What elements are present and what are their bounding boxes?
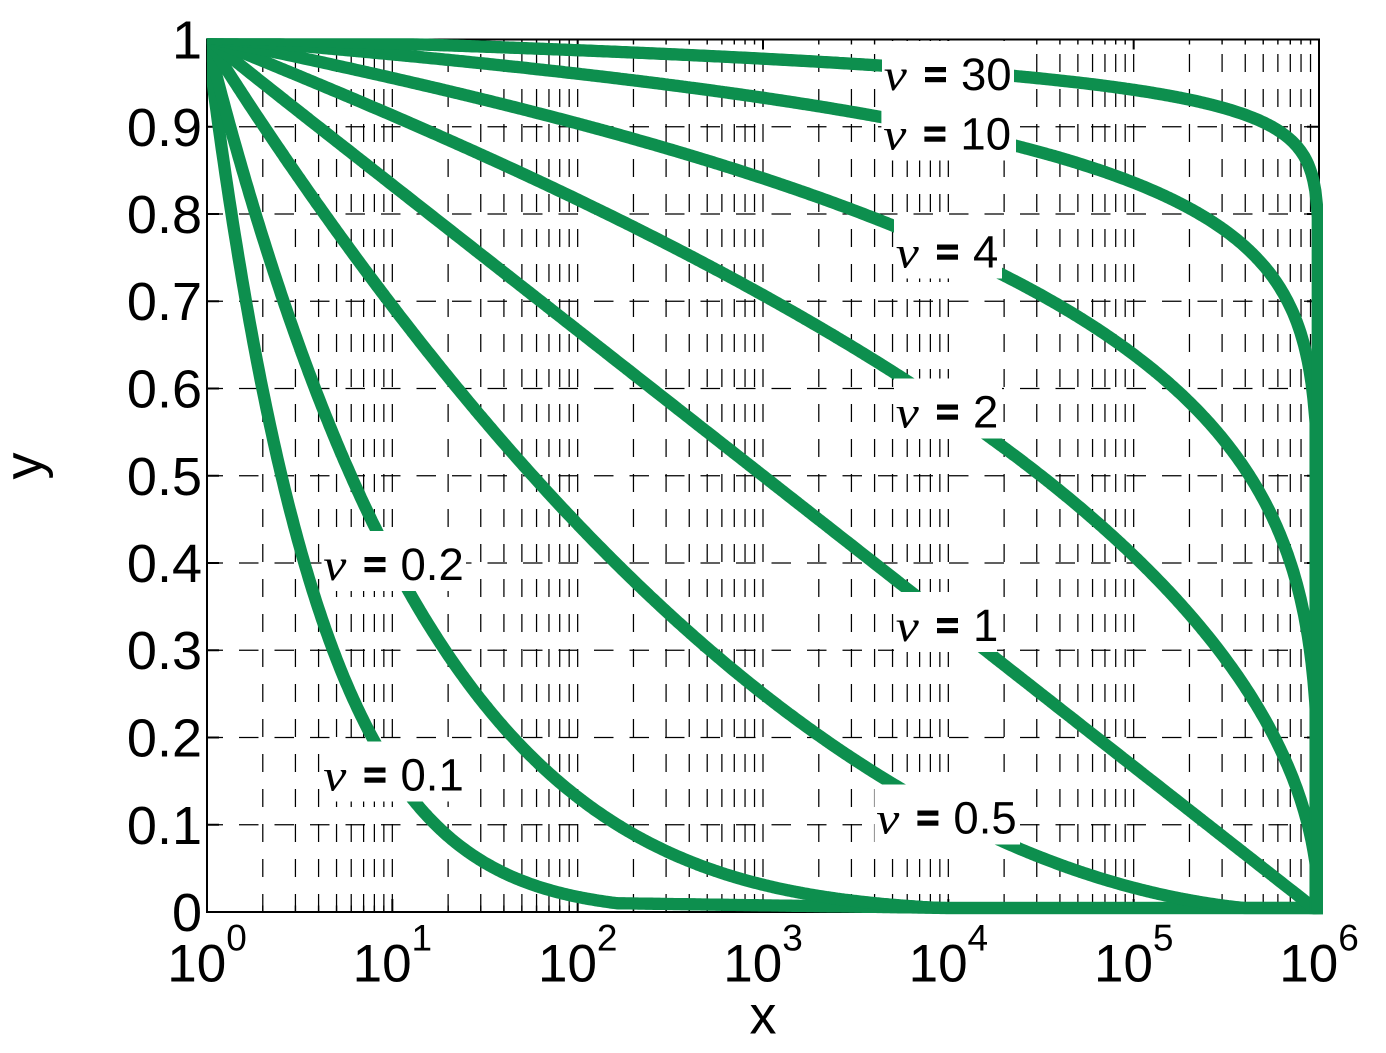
svg-text:0.2: 0.2 <box>401 539 464 590</box>
svg-text:4: 4 <box>973 227 998 278</box>
svg-text:0.3: 0.3 <box>127 621 202 681</box>
svg-text:ν: ν <box>883 111 907 159</box>
svg-text:ν: ν <box>876 795 900 843</box>
svg-text:ν: ν <box>323 542 347 590</box>
svg-text:0.1: 0.1 <box>127 796 202 856</box>
svg-text:ν: ν <box>896 389 920 437</box>
svg-text:10: 10 <box>353 935 412 994</box>
svg-text:0.8: 0.8 <box>127 185 202 245</box>
svg-text:0.1: 0.1 <box>401 750 464 801</box>
svg-text:6: 6 <box>1338 918 1359 959</box>
svg-text:ν: ν <box>896 603 920 651</box>
svg-text:10: 10 <box>167 935 226 994</box>
svg-text:2: 2 <box>597 918 618 959</box>
svg-text:0.9: 0.9 <box>127 98 202 158</box>
svg-text:2: 2 <box>973 387 998 438</box>
svg-text:4: 4 <box>968 918 989 959</box>
svg-text:ν: ν <box>896 229 920 277</box>
svg-text:10: 10 <box>723 935 782 994</box>
svg-text:10: 10 <box>960 109 1011 160</box>
svg-text:0.2: 0.2 <box>127 709 202 769</box>
svg-text:5: 5 <box>1153 918 1174 959</box>
svg-text:0: 0 <box>226 918 247 959</box>
svg-text:0.5: 0.5 <box>127 447 202 507</box>
svg-text:1: 1 <box>172 11 202 71</box>
svg-text:30: 30 <box>961 49 1012 100</box>
svg-text:ν: ν <box>323 752 347 800</box>
svg-text:0: 0 <box>172 883 202 943</box>
svg-text:10: 10 <box>1094 935 1153 994</box>
svg-text:0.7: 0.7 <box>127 272 202 332</box>
svg-text:10: 10 <box>538 935 597 994</box>
svg-text:x: x <box>750 986 777 1046</box>
svg-text:ν: ν <box>884 52 908 100</box>
svg-text:0.5: 0.5 <box>953 793 1016 844</box>
svg-text:10: 10 <box>1279 935 1338 994</box>
svg-text:10: 10 <box>909 935 968 994</box>
svg-text:1: 1 <box>412 918 433 959</box>
svg-text:1: 1 <box>973 600 998 651</box>
svg-text:3: 3 <box>782 918 803 959</box>
svg-text:0.4: 0.4 <box>127 534 202 594</box>
svg-text:y: y <box>0 453 54 480</box>
svg-text:0.6: 0.6 <box>127 360 202 420</box>
